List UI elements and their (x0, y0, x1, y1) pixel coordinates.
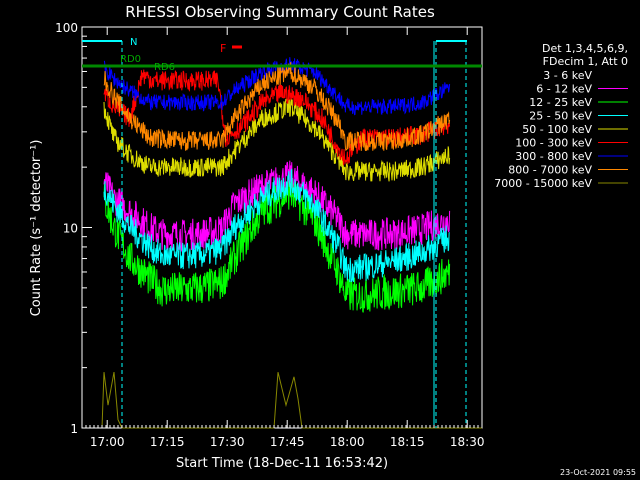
series-line-6-12-kev (103, 160, 451, 253)
annotation-rd6: RD6 (154, 62, 175, 73)
y-tick-label: 10 (63, 222, 78, 236)
annotation-rd0: RD0 (120, 54, 141, 65)
series-line-25-50-kev (103, 168, 450, 283)
x-tick-label: 17:30 (210, 435, 245, 449)
chart-title: RHESSI Observing Summary Count Rates (125, 3, 435, 21)
x-tick-label: 18:15 (390, 435, 425, 449)
x-tick-label: 18:30 (450, 435, 485, 449)
legend-header-2: FDecim 1, Att 0 (543, 55, 628, 68)
footer-timestamp: 23-Oct-2021 09:55 (560, 468, 636, 477)
overlay-layer: N RD0 RD6 F (82, 37, 482, 428)
annotation-flare: F (220, 42, 226, 55)
x-tick-label: 18:00 (330, 435, 365, 449)
legend-label-12-25-kev: 12 - 25 keV (529, 96, 592, 109)
legend-label-3-6-kev: 3 - 6 keV (543, 69, 592, 82)
legend-label-800-7000-kev: 800 - 7000 keV (508, 164, 592, 177)
legend-label-6-12-kev: 6 - 12 keV (536, 83, 592, 96)
legend-label-25-50-kev: 25 - 50 keV (529, 110, 592, 123)
x-tick-label: 17:15 (150, 435, 185, 449)
legend-label-300-800-kev: 300 - 800 keV (515, 150, 592, 163)
x-tick-label: 17:45 (270, 435, 305, 449)
x-tick-label: 17:00 (90, 435, 125, 449)
annotation-n: N (130, 37, 137, 48)
legend-label-100-300-kev: 100 - 300 keV (515, 137, 592, 150)
series-line-800-7000-kev (103, 62, 451, 152)
tick-layer: 17:00 17:15 17:30 17:45 18:00 18:15 18:30 100 10… (55, 21, 484, 449)
series-line-300-800-kev (103, 57, 451, 116)
legend-header-1: Det 1,3,4,5,6,9, (542, 42, 628, 55)
series-line-50-100-kev (103, 98, 451, 182)
y-tick-label: 100 (55, 21, 78, 35)
y-axis-label: Count Rate (s⁻¹ detector⁻¹) (29, 140, 44, 317)
legend-label-7000-15000-kev: 7000 - 15000 keV (494, 177, 592, 190)
y-tick-label: 1 (70, 422, 78, 436)
legend: Det 1,3,4,5,6,9, FDecim 1, Att 0 3 - 6 k… (494, 42, 628, 190)
x-axis-label: Start Time (18-Dec-11 16:53:42) (176, 456, 388, 471)
legend-label-50-100-kev: 50 - 100 keV (522, 123, 592, 136)
